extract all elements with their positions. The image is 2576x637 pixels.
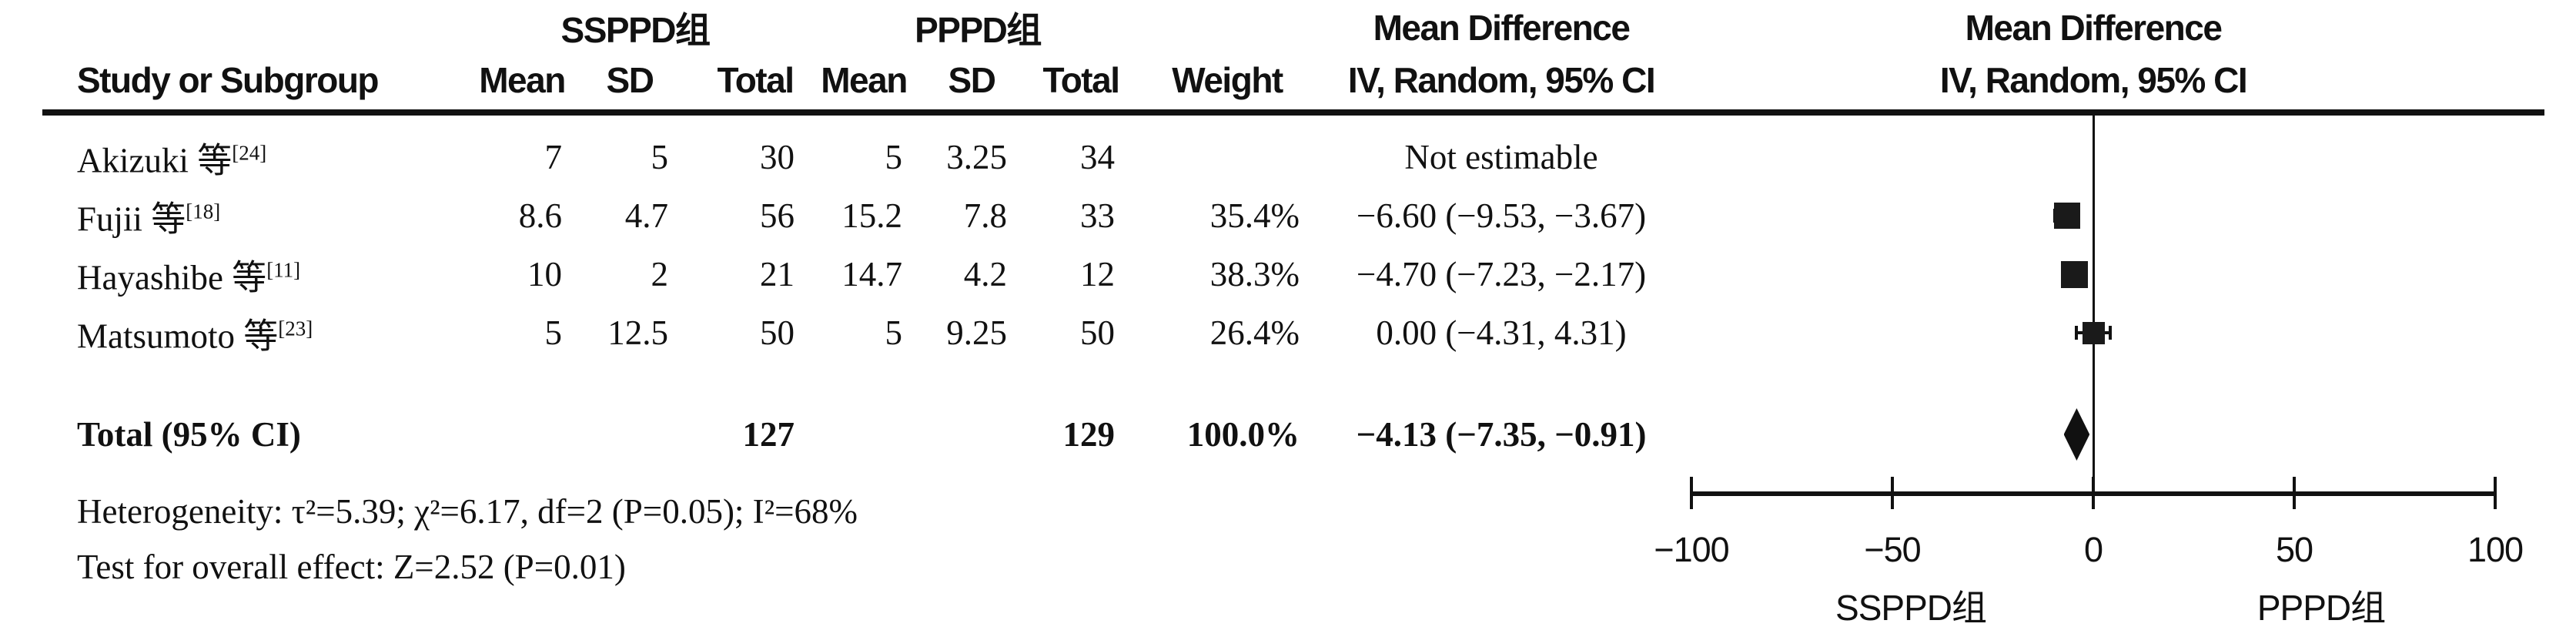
cell-mean1: 8.6 — [518, 196, 562, 235]
reference-number: [11] — [266, 258, 301, 282]
cell-total1: 56 — [760, 196, 795, 235]
x-axis-tick — [1690, 477, 1693, 509]
cell-sd2: 7.8 — [963, 196, 1007, 235]
x-axis-tick-label: −50 — [1864, 530, 1921, 569]
study-weight-square — [2082, 321, 2105, 344]
overall-effect-text: Test for overall effect: Z=2.52 (P=0.01) — [77, 548, 626, 586]
cell-sd2: 9.25 — [946, 313, 1007, 352]
total-n-group1: 127 — [742, 415, 795, 454]
axis-left-group-label: SSPPD组 — [1835, 588, 1987, 628]
col-header-study: Study or Subgroup — [77, 60, 380, 100]
col-header-sd1: SD — [606, 60, 654, 100]
cell-sd2: 4.2 — [963, 255, 1007, 293]
col-header-weight: Weight — [1172, 60, 1283, 100]
study-label: Fujii 等[18] — [77, 199, 221, 239]
cell-ci: 0.00 (−4.31, 4.31) — [1376, 313, 1627, 352]
cell-total2: 34 — [1080, 138, 1115, 176]
study-label: Akizuki 等[24] — [77, 141, 267, 180]
cell-total2: 50 — [1080, 313, 1115, 352]
cell-weight: 26.4% — [1209, 313, 1300, 352]
cell-ci: −4.70 (−7.23, −2.17) — [1356, 255, 1647, 293]
x-axis-tick — [1891, 477, 1894, 509]
x-axis-tick — [2293, 477, 2296, 509]
ci-cap-left — [2074, 326, 2078, 340]
x-axis-tick-label: −100 — [1654, 530, 1729, 569]
total-ci: −4.13 (−7.35, −0.91) — [1356, 415, 1647, 454]
cell-weight: 38.3% — [1209, 255, 1300, 293]
group1-header: SSPPD组 — [560, 10, 711, 50]
cell-mean2: 5 — [885, 313, 903, 352]
x-axis-tick-label: 0 — [2083, 530, 2103, 569]
summary-diamond — [2063, 408, 2090, 461]
study-label: Matsumoto 等[23] — [77, 317, 313, 356]
col-header-total1: Total — [717, 60, 795, 100]
reference-number: [23] — [278, 317, 313, 340]
cell-total2: 12 — [1080, 255, 1115, 293]
cell-mean2: 5 — [885, 138, 903, 176]
cell-sd1: 4.7 — [624, 196, 668, 235]
mean-difference-header-plot-col: Mean Difference — [1965, 8, 2223, 48]
reference-number: [18] — [186, 199, 221, 223]
mean-difference-header-text-col: Mean Difference — [1373, 8, 1631, 48]
col-header-mean1: Mean — [479, 60, 566, 100]
cell-weight: 35.4% — [1209, 196, 1300, 235]
x-axis-tick-label: 50 — [2275, 530, 2313, 569]
col-header-sd2: SD — [948, 60, 996, 100]
col-header-mean2: Mean — [821, 60, 908, 100]
cell-total1: 21 — [760, 255, 795, 293]
cell-total2: 33 — [1080, 196, 1115, 235]
cell-sd2: 3.25 — [946, 138, 1007, 176]
cell-mean1: 5 — [544, 313, 563, 352]
x-axis-tick — [2494, 477, 2497, 509]
cell-sd1: 5 — [651, 138, 669, 176]
study-label: Hayashibe 等[11] — [77, 258, 301, 297]
study-weight-square — [2053, 203, 2080, 229]
zero-effect-line — [2092, 116, 2095, 494]
study-weight-square — [2060, 260, 2088, 288]
heterogeneity-text: Heterogeneity: τ²=5.39; χ²=6.17, df=2 (P… — [77, 492, 858, 531]
total-n-group2: 129 — [1062, 415, 1116, 454]
total-weight: 100.0% — [1186, 415, 1300, 454]
cell-mean2: 15.2 — [841, 196, 902, 235]
cell-sd1: 2 — [651, 255, 669, 293]
cell-mean1: 7 — [544, 138, 563, 176]
col-header-total2: Total — [1042, 60, 1120, 100]
cell-ci: −6.60 (−9.53, −3.67) — [1356, 196, 1647, 235]
total-label: Total (95% CI) — [77, 415, 301, 454]
cell-sd1: 12.5 — [607, 313, 668, 352]
x-axis-tick-label: 100 — [2467, 530, 2524, 569]
col-header-ci-text: IV, Random, 95% CI — [1347, 60, 1656, 100]
cell-mean1: 10 — [527, 255, 562, 293]
reference-number: [24] — [232, 141, 267, 165]
col-header-ci-plot: IV, Random, 95% CI — [1939, 60, 2248, 100]
x-axis-tick — [2092, 477, 2095, 509]
header-rule — [42, 109, 2544, 116]
cell-mean2: 14.7 — [841, 255, 902, 293]
cell-ci: Not estimable — [1404, 138, 1598, 176]
axis-right-group-label: PPPD组 — [2257, 588, 2386, 628]
cell-total1: 50 — [760, 313, 795, 352]
group2-header: PPPD组 — [915, 10, 1042, 50]
ci-cap-right — [2109, 326, 2113, 340]
cell-total1: 30 — [760, 138, 795, 176]
